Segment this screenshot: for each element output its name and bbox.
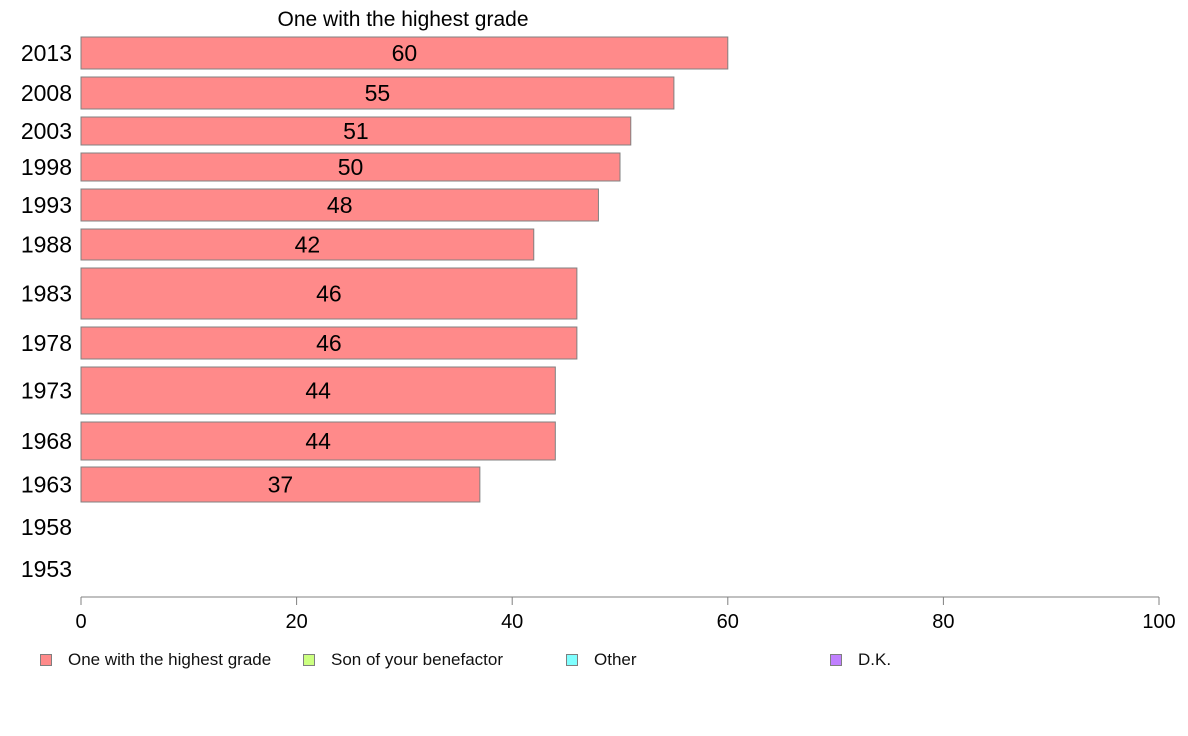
x-tick-label: 60: [717, 611, 739, 633]
x-tick-label: 80: [932, 611, 954, 633]
bar-value-label: 48: [327, 192, 353, 218]
y-tick-label: 2003: [21, 118, 72, 144]
bar-value-label: 44: [305, 378, 331, 404]
legend-swatch-son-of-benefactor: [303, 654, 315, 666]
legend-label: Son of your benefactor: [331, 650, 504, 669]
x-tick-label: 0: [75, 611, 86, 633]
bar-value-label: 44: [305, 428, 331, 454]
x-tick-label: 20: [285, 611, 307, 633]
y-axis-labels: 2013 2008 2003 1998 1993 1988 1983 1978 1973 1968…: [21, 40, 72, 582]
x-tick-label: 100: [1142, 611, 1175, 633]
y-tick-label: 1953: [21, 556, 72, 582]
bar: [80, 267, 578, 320]
chart-title: One with the highest grade: [278, 8, 529, 31]
legend-label: D.K.: [858, 650, 892, 669]
legend-swatch-dk: [830, 654, 842, 666]
x-axis: 0 20 40 60 80 100: [75, 596, 1176, 633]
y-tick-label: 2008: [21, 80, 72, 106]
legend-item-son-of-benefactor: Son of your benefactor: [303, 648, 503, 672]
bar: [80, 421, 556, 461]
bar-value-label: 55: [365, 80, 391, 106]
legend-label: Other: [594, 650, 637, 669]
y-tick-label: 1998: [21, 154, 72, 180]
bar-value-label: 60: [392, 40, 418, 66]
y-tick-label: 1993: [21, 192, 72, 218]
bar: [80, 76, 675, 110]
y-tick-label: 1973: [21, 378, 72, 404]
x-tick-label: 40: [501, 611, 523, 633]
legend-item-highest-grade: One with the highest grade: [40, 648, 271, 672]
y-tick-label: 1968: [21, 428, 72, 454]
bar: [80, 188, 599, 222]
legend-label: One with the highest grade: [68, 650, 272, 669]
bar-chart: One with the highest grade 6055515048424…: [21, 8, 1176, 633]
y-tick-label: 1983: [21, 281, 72, 307]
bar: [80, 36, 729, 70]
bar: [80, 228, 535, 261]
legend: One with the highest grade Son of your b…: [0, 648, 1188, 672]
y-tick-label: 2013: [21, 40, 72, 66]
y-tick-label: 1988: [21, 232, 72, 258]
bar-value-label: 42: [295, 232, 321, 258]
bar: [80, 466, 481, 503]
bar: [80, 326, 578, 360]
bar-value-label: 37: [268, 472, 294, 498]
y-tick-label: 1958: [21, 514, 72, 540]
bar: [80, 152, 621, 182]
legend-item-other: Other: [566, 648, 637, 672]
bar-value-label: 51: [343, 118, 369, 144]
bar-value-label: 50: [338, 154, 364, 180]
y-tick-label: 1963: [21, 472, 72, 498]
bar: [80, 116, 632, 146]
bar: [80, 366, 556, 415]
legend-item-dk: D.K.: [830, 648, 891, 672]
legend-swatch-other: [566, 654, 578, 666]
bar-value-label: 46: [316, 281, 342, 307]
bar-value-label: 46: [316, 330, 342, 356]
legend-swatch-highest-grade: [40, 654, 52, 666]
y-tick-label: 1978: [21, 330, 72, 356]
